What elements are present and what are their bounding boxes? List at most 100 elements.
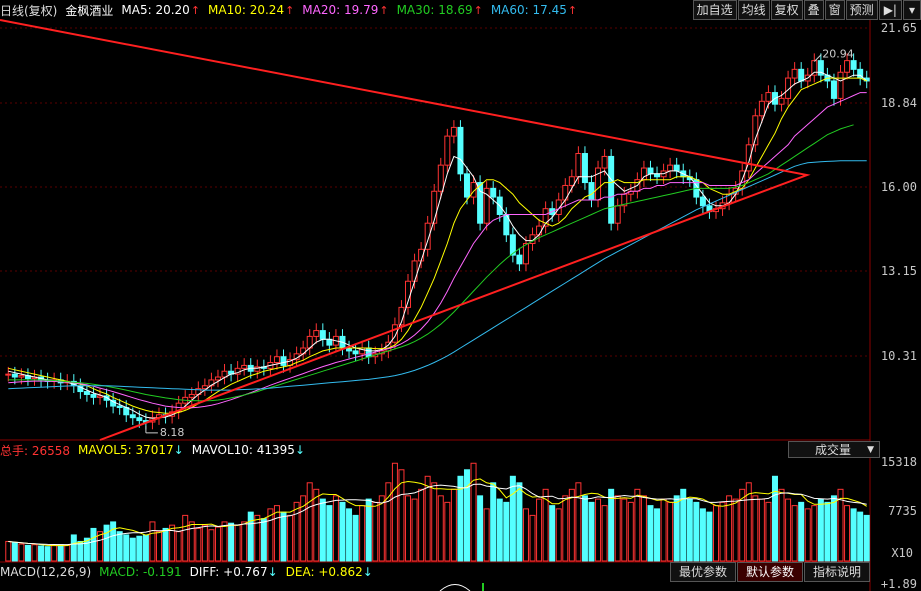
volume-bar (437, 495, 444, 562)
volume-bar (588, 501, 595, 562)
volume-bar (391, 462, 398, 562)
candle-body (608, 155, 615, 224)
volume-bar (621, 498, 628, 562)
volume-bar (155, 531, 162, 562)
volume-bar (713, 505, 720, 562)
candle-body (555, 199, 562, 215)
candle-body (201, 385, 208, 390)
chart-header: 日线(复权) 金枫酒业 MA5: 20.20↑ MA10: 20.24↑ MA2… (0, 0, 670, 20)
volume-bar (568, 488, 575, 562)
window-button[interactable]: 窗 (824, 0, 845, 20)
volume-bar (195, 527, 202, 562)
candle-body (116, 405, 123, 409)
stock-name: 金枫酒业 (65, 3, 114, 18)
candle-body (431, 190, 438, 224)
add-watchlist-button[interactable]: 加自选 (692, 0, 737, 20)
tab-indicator-help[interactable]: 指标说明 (804, 562, 871, 582)
volume-tick-2: 7735 (888, 504, 917, 518)
candle-body (11, 373, 18, 378)
price-tick-3: 16.00 (880, 180, 917, 194)
volume-bar (824, 501, 831, 562)
adjust-price-button[interactable]: 复权 (770, 0, 803, 20)
volume-bar (228, 522, 235, 562)
candle-body (411, 260, 418, 282)
volume-bar (280, 511, 287, 562)
volume-bar (142, 534, 149, 562)
volume-bar (536, 498, 543, 562)
volume-bar (38, 545, 45, 562)
volume-bar (804, 508, 811, 562)
volume-bar (149, 521, 156, 562)
tab-optimal-params[interactable]: 最优参数 (670, 562, 737, 582)
candle-body (477, 182, 484, 224)
tab-default-params[interactable]: 默认参数 (737, 562, 804, 582)
volume-bar (673, 495, 680, 562)
candle-body (699, 196, 706, 207)
candle-body (214, 376, 221, 381)
volume-bar (758, 498, 765, 562)
candle-body (647, 167, 654, 175)
toolbar: 加自选 均线 复权 叠 窗 预测 ▶| ▾ (692, 0, 921, 20)
volume-total-label: 总手: 26558 (0, 443, 71, 458)
candle-body (745, 144, 752, 172)
volume-bar (850, 508, 857, 562)
volume-bar (483, 508, 490, 562)
volume-bar (64, 544, 71, 562)
volume-bar (123, 534, 130, 562)
candle-body (319, 330, 326, 340)
volume-bar (529, 514, 536, 562)
volume-bar (287, 514, 294, 562)
caret-down-icon[interactable]: ▾ (902, 0, 921, 20)
candle-body (97, 395, 104, 398)
volume-bar (418, 488, 425, 562)
volume-bar (169, 524, 176, 562)
volume-bar (182, 514, 189, 562)
volume-bar (24, 544, 31, 562)
arrow-right-bar-icon[interactable]: ▶| (878, 0, 902, 20)
candle-body (273, 356, 280, 364)
volume-bar (103, 524, 110, 562)
volume-bar (411, 498, 418, 562)
volume-bar (385, 482, 392, 562)
candle-body (575, 153, 582, 178)
period-label: 日线(复权) (0, 3, 58, 18)
forecast-button[interactable]: 预测 (845, 0, 878, 20)
macd-tabs: 最优参数 默认参数 指标说明 (670, 562, 871, 582)
candle-body (765, 92, 772, 102)
volume-bar (654, 508, 661, 562)
moving-average-button[interactable]: 均线 (737, 0, 770, 20)
volume-bar (90, 527, 97, 562)
overlay-button[interactable]: 叠 (803, 0, 824, 20)
volume-bar (339, 501, 346, 562)
candle-body (450, 126, 457, 137)
ma30-label: MA30: 18.69↑ (396, 3, 483, 17)
high-price-label: 20.94 (822, 47, 854, 60)
candle-body (365, 347, 372, 358)
candle-body (103, 395, 110, 401)
candle-body (837, 71, 844, 99)
candle-body (83, 391, 90, 395)
volume-bar (247, 511, 254, 562)
volume-bar (752, 495, 759, 562)
volume-bar (129, 537, 136, 562)
ma60-label: MA60: 17.45↑ (490, 3, 578, 17)
volume-bar (647, 505, 654, 562)
candle-body (437, 164, 444, 192)
indicator-select[interactable]: 成交量 ▼ (788, 441, 880, 458)
volume-bar (516, 482, 523, 562)
candle-body (830, 80, 837, 99)
volume-bar (660, 498, 667, 562)
volume-bar (667, 501, 674, 562)
volume-bar (699, 508, 706, 562)
candle-body (352, 350, 359, 355)
ma5-line (8, 71, 868, 419)
low-price-label: 8.18 (160, 426, 185, 439)
candle-body (673, 164, 680, 172)
volume-bar (595, 498, 602, 562)
volume-bar (732, 498, 739, 562)
volume-bar (450, 488, 457, 562)
volume-bar (496, 498, 503, 562)
volume-bar (352, 514, 359, 562)
volume-bar (771, 475, 778, 562)
